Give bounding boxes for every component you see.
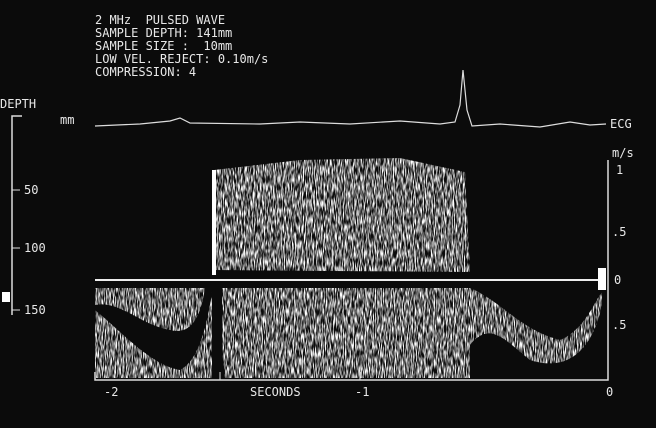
time-title: SECONDS <box>250 385 301 399</box>
header-line: COMPRESSION: 4 <box>95 65 196 79</box>
depth-tick-label: 100 <box>24 241 46 255</box>
time-tick-label: -1 <box>355 385 369 399</box>
forward-spectrum <box>214 150 474 275</box>
header-line: LOW VEL. REJECT: 0.10m/s <box>95 52 268 66</box>
header-line: SAMPLE SIZE : 10mm <box>95 39 232 53</box>
header-line: SAMPLE DEPTH: 141mm <box>95 26 232 40</box>
header-line: 2 MHz PULSED WAVE <box>95 13 225 27</box>
spectrum-edge <box>212 170 216 275</box>
velocity-unit: m/s <box>612 146 634 160</box>
velocity-tick-label: 0 <box>614 273 621 287</box>
time-tick-label: 0 <box>606 385 613 399</box>
doppler-screen: 2 MHz PULSED WAVE SAMPLE DEPTH: 141mm SA… <box>0 0 661 441</box>
velocity-tick-label: 1 <box>616 163 623 177</box>
sample-gate <box>2 292 10 302</box>
depth-title: DEPTH <box>0 97 36 111</box>
baseline-marker <box>598 268 606 290</box>
time-tick-label: -2 <box>104 385 118 399</box>
velocity-tick-label: .5 <box>612 225 626 239</box>
depth-tick-label: 150 <box>24 303 46 317</box>
velocity-tick-label: .5 <box>612 318 626 332</box>
ecg-label: ECG <box>610 117 632 131</box>
depth-unit: mm <box>60 113 74 127</box>
depth-tick-label: 50 <box>24 183 38 197</box>
